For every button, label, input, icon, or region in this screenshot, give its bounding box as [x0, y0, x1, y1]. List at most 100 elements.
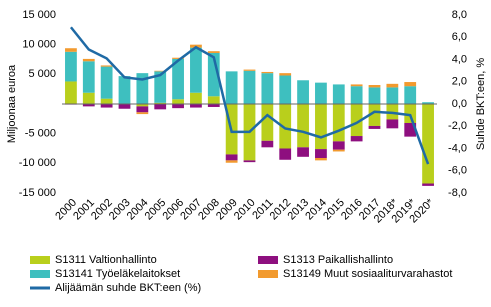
y2-tick-label: 2,0 — [452, 76, 467, 88]
bar — [136, 112, 149, 115]
bar — [279, 148, 292, 160]
bar — [225, 71, 238, 104]
bar — [386, 83, 399, 88]
bar — [172, 104, 184, 109]
bar — [82, 61, 95, 93]
y2-axis-label: Suhde BKT:een, % — [475, 58, 487, 151]
bar — [65, 81, 77, 104]
bar — [368, 104, 381, 126]
y2-tick-label: 0,0 — [452, 98, 467, 110]
legend-label: Alijäämän suhde BKT:een (%) — [55, 282, 201, 294]
bar — [422, 104, 434, 184]
legend-swatch — [30, 270, 50, 278]
y-tick-label: -5 000 — [25, 128, 56, 140]
bar — [422, 102, 434, 104]
bar — [332, 141, 345, 150]
bar — [279, 75, 292, 104]
bar — [207, 51, 220, 53]
y2-tick-label: -8,0 — [448, 187, 467, 199]
bar — [136, 73, 149, 104]
bar — [154, 102, 167, 104]
bar — [315, 104, 327, 150]
bar — [65, 48, 77, 52]
bar — [190, 104, 202, 108]
bar — [368, 87, 381, 104]
bar — [315, 149, 327, 158]
bar — [386, 87, 399, 104]
bar — [172, 58, 184, 100]
bar — [332, 149, 345, 152]
bar — [100, 65, 113, 67]
bar — [82, 58, 95, 62]
y-tick-label: 15 000 — [22, 9, 56, 21]
bar — [172, 99, 184, 104]
legend-label: S13149 Muut sosiaaliturvarahastot — [283, 268, 452, 280]
bar — [243, 160, 256, 163]
bar — [422, 183, 434, 186]
bar — [243, 70, 256, 104]
bar — [154, 70, 167, 72]
bar — [225, 154, 238, 161]
bar — [136, 106, 149, 113]
legend-swatch — [30, 256, 50, 264]
bar — [350, 84, 363, 87]
legend-label: S1313 Paikallishallinto — [283, 254, 393, 266]
y-tick-label: 5 000 — [28, 68, 56, 80]
legend-swatch — [258, 270, 278, 278]
y-tick-label: -10 000 — [19, 157, 56, 169]
bar — [100, 98, 113, 104]
bar — [315, 157, 327, 161]
y2-tick-label: 8,0 — [452, 9, 467, 21]
bar — [368, 85, 381, 88]
bar — [243, 69, 256, 71]
bar — [404, 86, 417, 104]
bar — [261, 73, 274, 104]
y-tick-label: -15 000 — [19, 187, 56, 199]
bar — [261, 140, 274, 148]
bar — [368, 125, 381, 129]
bar — [279, 104, 292, 149]
bar — [100, 104, 113, 108]
line — [69, 26, 430, 165]
bar — [154, 104, 167, 110]
bar — [386, 119, 399, 129]
bar — [332, 104, 345, 142]
y2-tick-label: -6,0 — [448, 165, 467, 177]
bar — [350, 104, 363, 137]
bar — [297, 104, 309, 148]
legend-label: S13141 Työeläkelaitokset — [55, 268, 180, 280]
bar — [315, 82, 327, 104]
bar — [207, 52, 220, 97]
y2-tick-label: 6,0 — [452, 31, 467, 43]
bar — [190, 47, 202, 93]
bar — [225, 160, 238, 163]
bar — [404, 82, 417, 87]
bar — [82, 104, 95, 107]
y-tick-label: 10 000 — [22, 39, 56, 51]
bar — [118, 76, 131, 104]
y2-tick-label: -2,0 — [448, 120, 467, 132]
bar — [350, 86, 363, 104]
bar — [136, 104, 149, 107]
bar — [118, 104, 131, 109]
bar — [65, 51, 77, 82]
bar — [279, 73, 292, 76]
bar — [297, 80, 309, 104]
bar — [82, 92, 95, 104]
bar — [350, 136, 363, 142]
bar — [332, 84, 345, 104]
y2-tick-label: 4,0 — [452, 53, 467, 65]
bar — [100, 66, 113, 99]
y2-tick-label: -4,0 — [448, 142, 467, 154]
bar — [154, 71, 167, 103]
bar — [404, 122, 417, 137]
bar — [172, 57, 184, 59]
bar — [261, 104, 274, 141]
bar — [404, 104, 417, 123]
bar — [297, 147, 309, 157]
legend-label: S1311 Valtionhallinto — [55, 254, 157, 266]
legend-swatch — [258, 256, 278, 264]
bar — [261, 71, 274, 74]
bar — [190, 92, 202, 104]
